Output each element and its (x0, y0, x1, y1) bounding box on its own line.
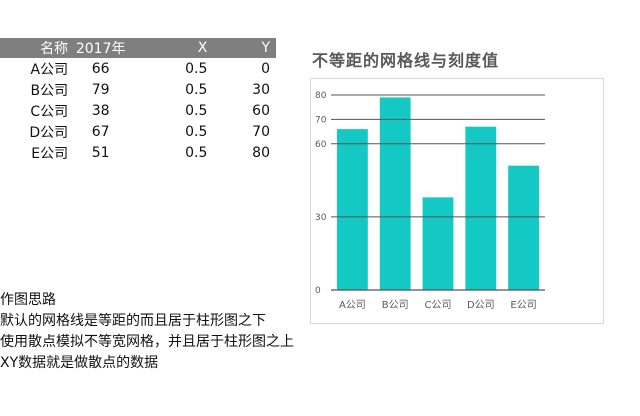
cell-value[interactable]: 79 (91, 81, 110, 98)
category-label: A公司 (339, 300, 366, 311)
data-table: 名称 2017年 X Y A公司 66 0.5 0 B公司 79 0.5 30 … (0, 38, 276, 163)
chart-area[interactable]: 0 30 60 70 80 A公司 B公司 C公司 D公司 E公司 (310, 78, 604, 324)
cell-name[interactable]: A公司 (30, 61, 69, 78)
category-label: C公司 (425, 300, 452, 311)
cell-x[interactable]: 0.5 (185, 81, 208, 98)
bar-chart: 0 30 60 70 80 A公司 B公司 C公司 D公司 E公司 (315, 91, 545, 311)
chart-title: 不等距的网格线与刻度值 (312, 51, 500, 70)
table-row: C公司 38 0.5 60 (0, 100, 276, 121)
category-label: E公司 (510, 300, 536, 311)
tick-label: 80 (315, 91, 327, 101)
bar (422, 197, 454, 290)
table-row: D公司 67 0.5 70 (0, 121, 276, 142)
bar (508, 165, 540, 290)
cell-value[interactable]: 51 (91, 144, 110, 161)
note-line: 默认的网格线是等距的而且居于柱形图之下 (0, 313, 266, 329)
category-label: B公司 (382, 300, 409, 311)
note-line: 使用散点模拟不等宽网格，并且居于柱形图之上 (0, 334, 294, 350)
cell-value[interactable]: 67 (91, 123, 110, 140)
header-name: 名称 (0, 38, 71, 58)
cell-x[interactable]: 0.5 (185, 144, 208, 161)
cell-y[interactable]: 0 (261, 60, 270, 77)
cell-name[interactable]: D公司 (29, 124, 69, 141)
cell-y[interactable]: 60 (252, 102, 270, 119)
note-line: 作图思路 (0, 292, 56, 308)
header-x: X (131, 38, 212, 58)
bar (465, 126, 497, 290)
bar (379, 97, 411, 290)
tick-label: 30 (315, 213, 327, 223)
header-2017: 2017年 (70, 38, 132, 58)
note-line: XY数据就是做散点的数据 (0, 355, 159, 371)
cell-y[interactable]: 30 (252, 81, 270, 98)
table-row: E公司 51 0.5 80 (0, 142, 276, 163)
category-label: D公司 (467, 300, 495, 311)
tick-label: 0 (315, 286, 321, 296)
cell-name[interactable]: B公司 (30, 82, 69, 99)
notes-block: 作图思路 默认的网格线是等距的而且居于柱形图之下 使用散点模拟不等宽网格，并且居… (0, 290, 294, 374)
cell-x[interactable]: 0.5 (185, 60, 208, 77)
cell-x[interactable]: 0.5 (185, 102, 208, 119)
header-y: Y (211, 38, 276, 58)
cell-x[interactable]: 0.5 (185, 123, 208, 140)
tick-label: 60 (315, 140, 327, 150)
table-header-row: 名称 2017年 X Y (0, 38, 276, 58)
cell-y[interactable]: 80 (252, 144, 270, 161)
cell-name[interactable]: C公司 (30, 103, 69, 120)
cell-name[interactable]: E公司 (31, 145, 69, 162)
bar (336, 129, 368, 290)
tick-label: 70 (315, 115, 327, 125)
table-row: A公司 66 0.5 0 (0, 58, 276, 79)
table-row: B公司 79 0.5 30 (0, 79, 276, 100)
cell-value[interactable]: 66 (91, 60, 110, 77)
cell-value[interactable]: 38 (91, 102, 110, 119)
cell-y[interactable]: 70 (252, 123, 270, 140)
